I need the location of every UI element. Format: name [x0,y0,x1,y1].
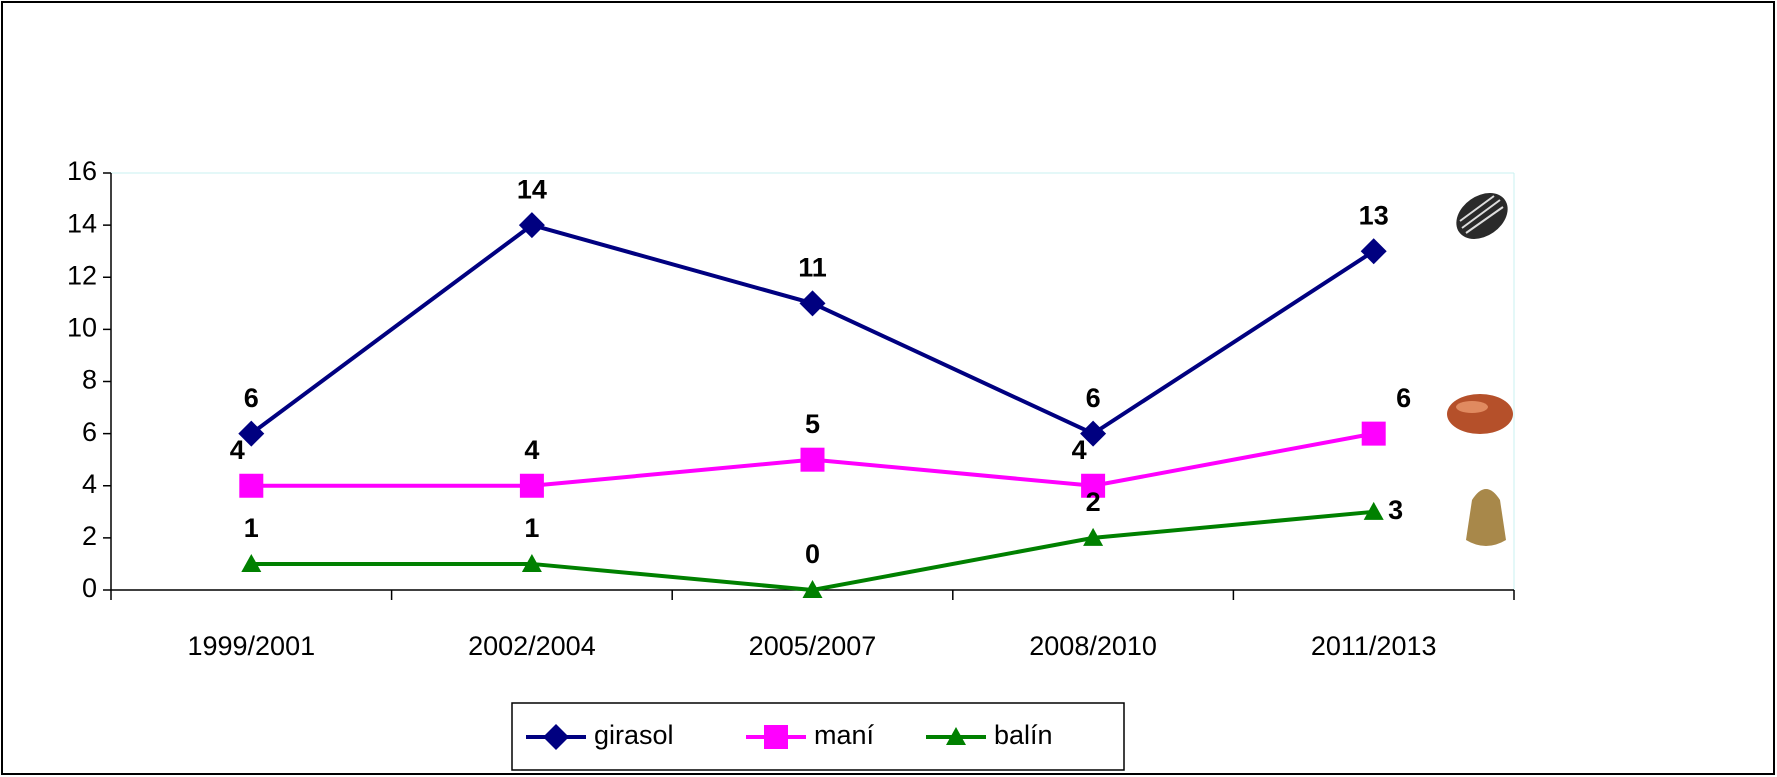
marker [1362,422,1386,446]
page: {"chart_data": {"type": "line", "categor… [0,0,1777,777]
y-tick-label: 14 [67,208,97,238]
data-label: 4 [230,435,245,465]
marker [764,725,788,749]
y-tick-label: 8 [82,365,97,395]
marker [801,448,825,472]
chart: girasolmaníbalín 02468101214161999/20012… [0,0,1777,777]
data-label: 6 [1086,383,1101,413]
data-label: 14 [517,174,547,204]
y-tick-label: 2 [82,521,97,551]
x-tick-label: 2008/2010 [1029,631,1157,661]
y-tick-label: 16 [67,156,97,186]
y-tick-label: 4 [82,469,97,499]
x-tick-label: 2011/2013 [1311,631,1437,661]
y-tick-label: 12 [67,260,97,290]
data-label: 6 [244,383,259,413]
data-label: 0 [805,539,820,569]
data-label: 1 [524,513,539,543]
x-tick-label: 2002/2004 [468,631,596,661]
data-label: 5 [805,409,820,439]
peanut-icon [1447,394,1513,434]
y-tick-label: 6 [82,417,97,447]
legend-label: maní [814,720,875,750]
x-tick-label: 2005/2007 [749,631,877,661]
y-tick-label: 0 [82,573,97,603]
legend-label: balín [994,720,1053,750]
marker [520,474,544,498]
legend: girasol maní balín [512,703,1124,770]
data-label: 6 [1396,383,1411,413]
data-label: 11 [798,252,827,282]
peanut-highlight [1456,401,1488,413]
x-tick-label: 1999/2001 [187,631,315,661]
data-label: 3 [1388,495,1403,525]
data-label: 4 [524,435,539,465]
legend-label: girasol [594,720,674,750]
data-label: 4 [1072,435,1087,465]
data-label: 2 [1086,487,1101,517]
data-label: 1 [244,513,259,543]
data-label: 13 [1359,200,1389,230]
y-tick-label: 10 [67,313,97,343]
marker [239,474,263,498]
